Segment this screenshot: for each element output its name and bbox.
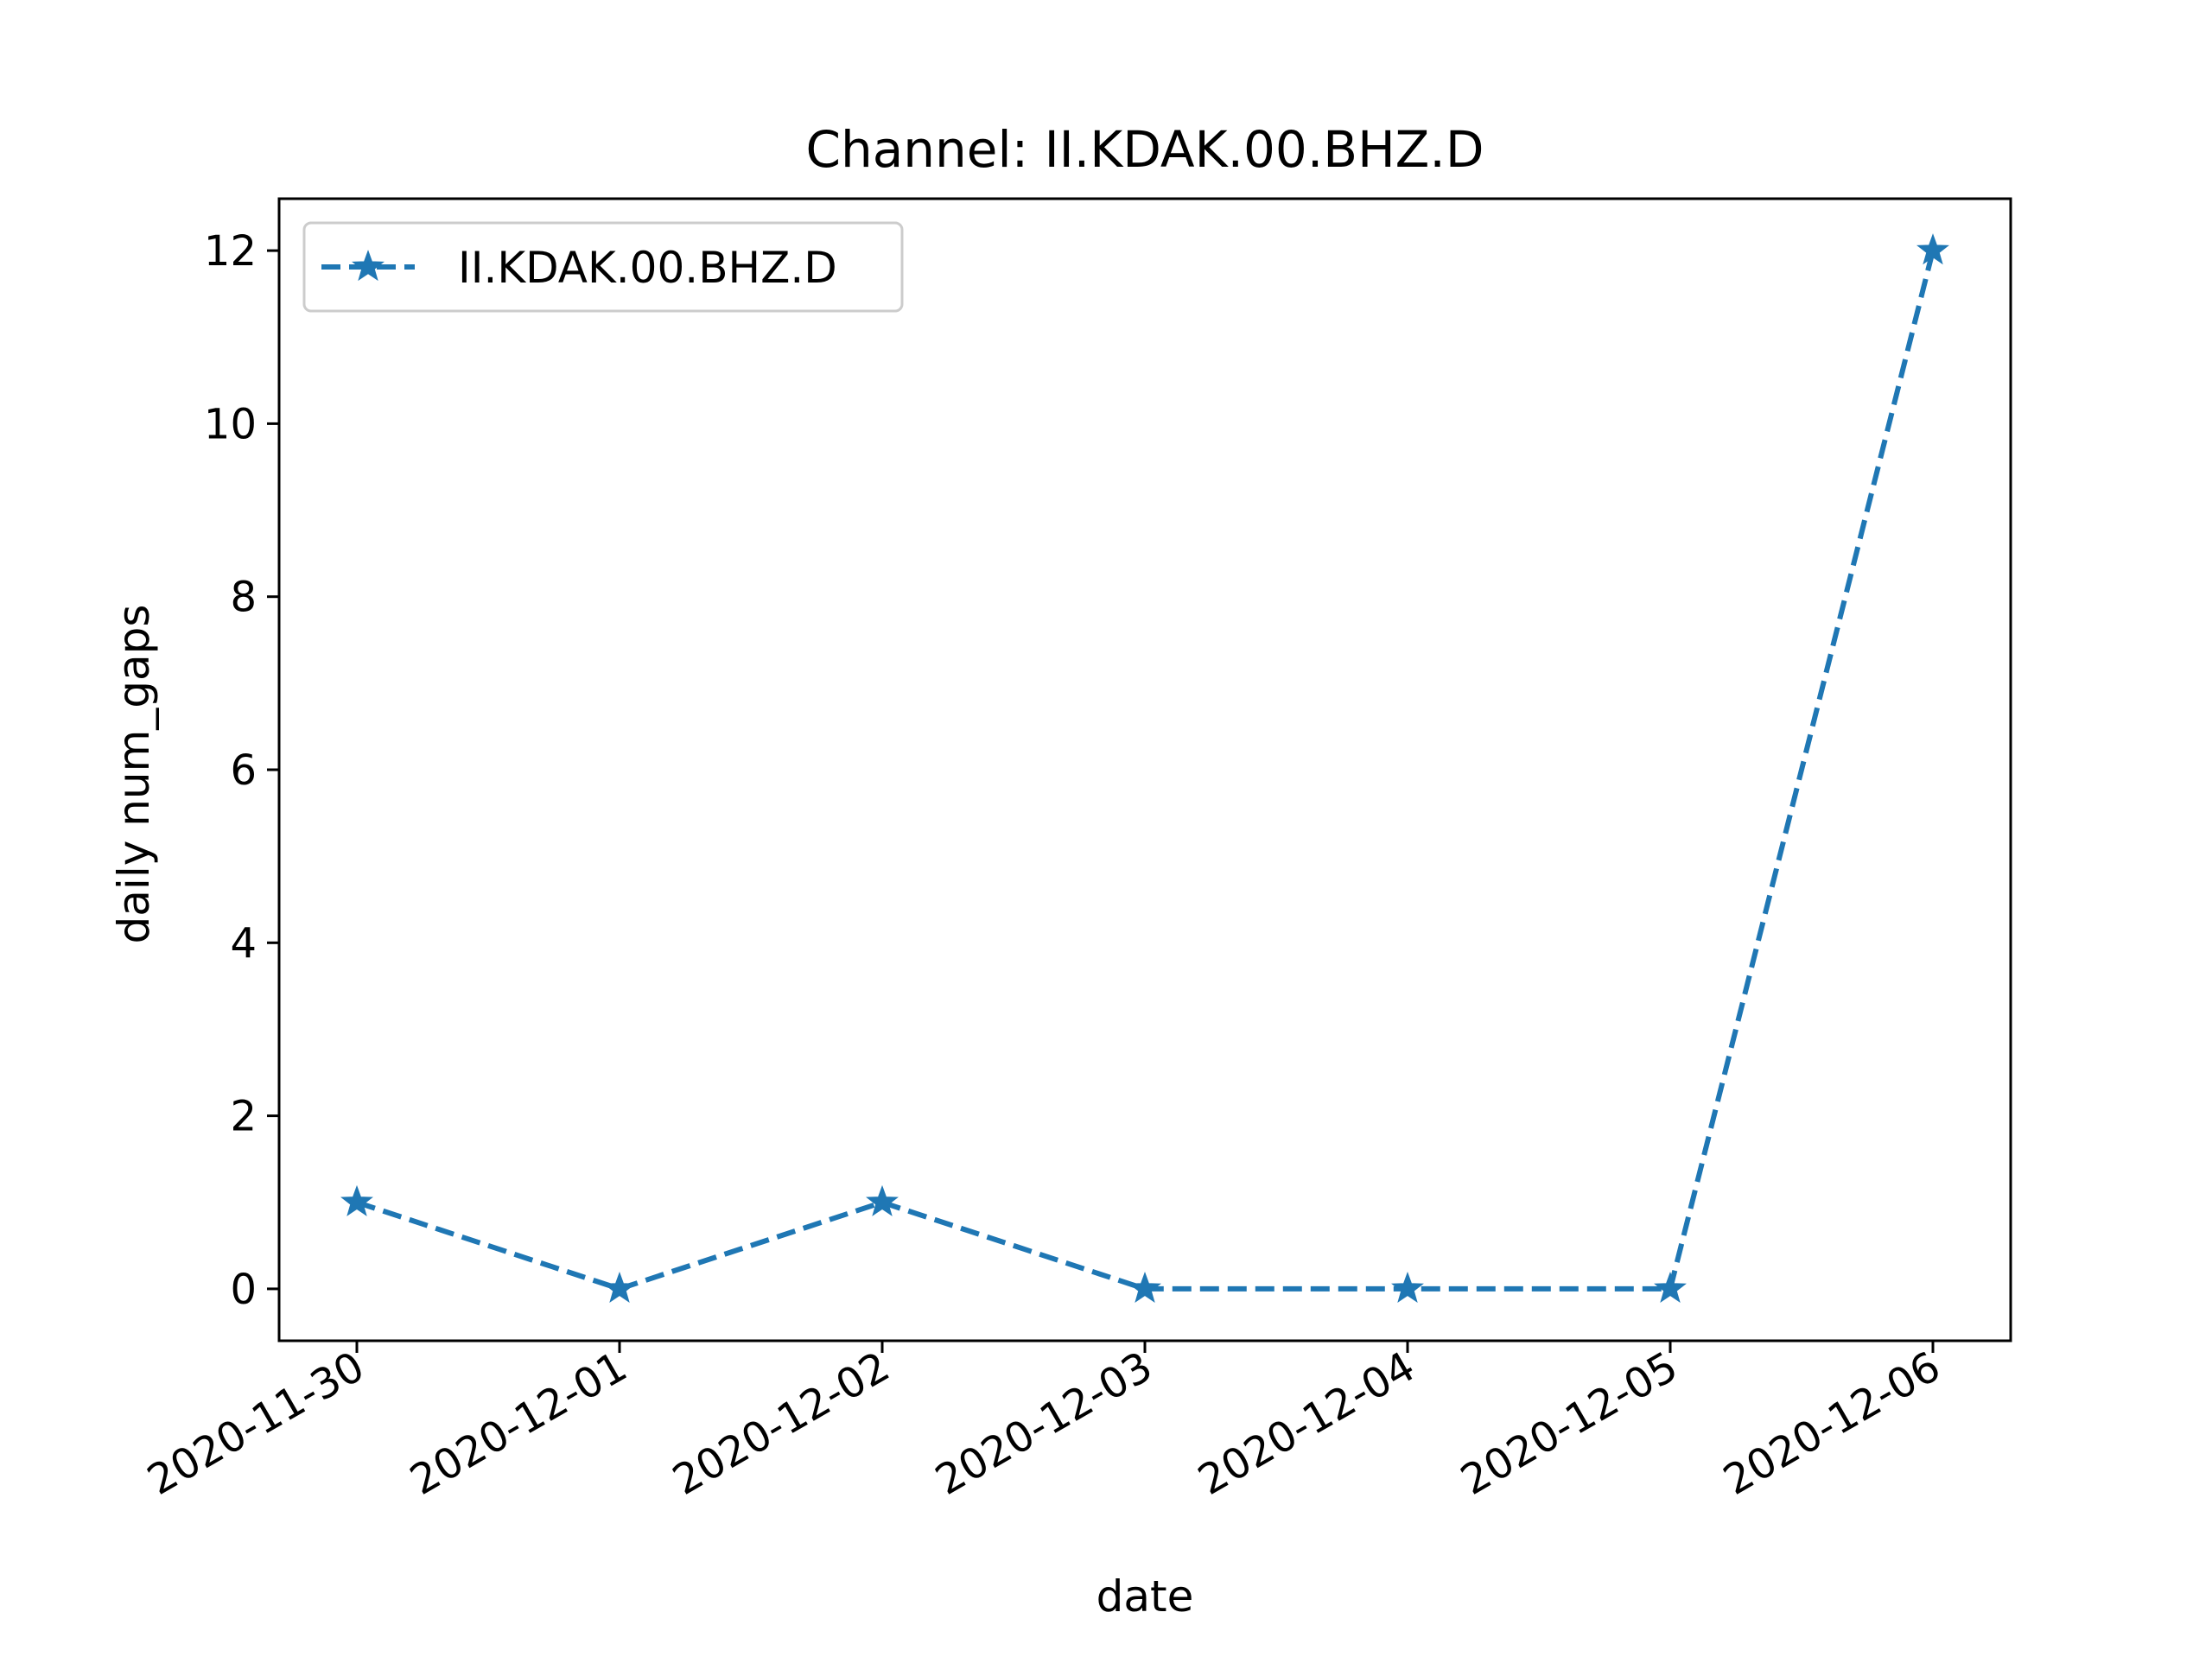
- y-axis-label: daily num_gaps: [109, 605, 159, 944]
- x-axis-label: date: [1096, 1571, 1194, 1622]
- y-tick-label: 0: [230, 1266, 257, 1314]
- data-point-star: [1128, 1271, 1161, 1304]
- y-tick-label: 6: [230, 746, 257, 795]
- y-tick-label: 12: [204, 227, 257, 276]
- axes-frame: [277, 197, 2012, 1342]
- y-tick-label: 10: [204, 400, 257, 448]
- data-point-star: [866, 1184, 899, 1216]
- y-axis: 0 2 4 6 8 10 12: [204, 227, 279, 1314]
- legend-label: II.KDAK.00.BHZ.D: [458, 243, 837, 293]
- chart-title: Channel: II.KDAK.00.BHZ.D: [805, 120, 1484, 179]
- data-point-star: [1654, 1271, 1687, 1304]
- y-tick-label: 8: [230, 574, 257, 622]
- data-point-star: [1391, 1271, 1424, 1304]
- data-point-star: [603, 1271, 636, 1304]
- y-tick-label: 4: [230, 919, 257, 968]
- legend-box: [302, 221, 904, 313]
- plot-area: [277, 197, 2012, 1342]
- y-tick-label: 2: [230, 1093, 257, 1141]
- legend: II.KDAK.00.BHZ.D: [302, 221, 904, 313]
- data-point-star: [340, 1184, 373, 1216]
- data-point-star: [1916, 233, 1949, 265]
- legend-star-marker: [352, 250, 385, 282]
